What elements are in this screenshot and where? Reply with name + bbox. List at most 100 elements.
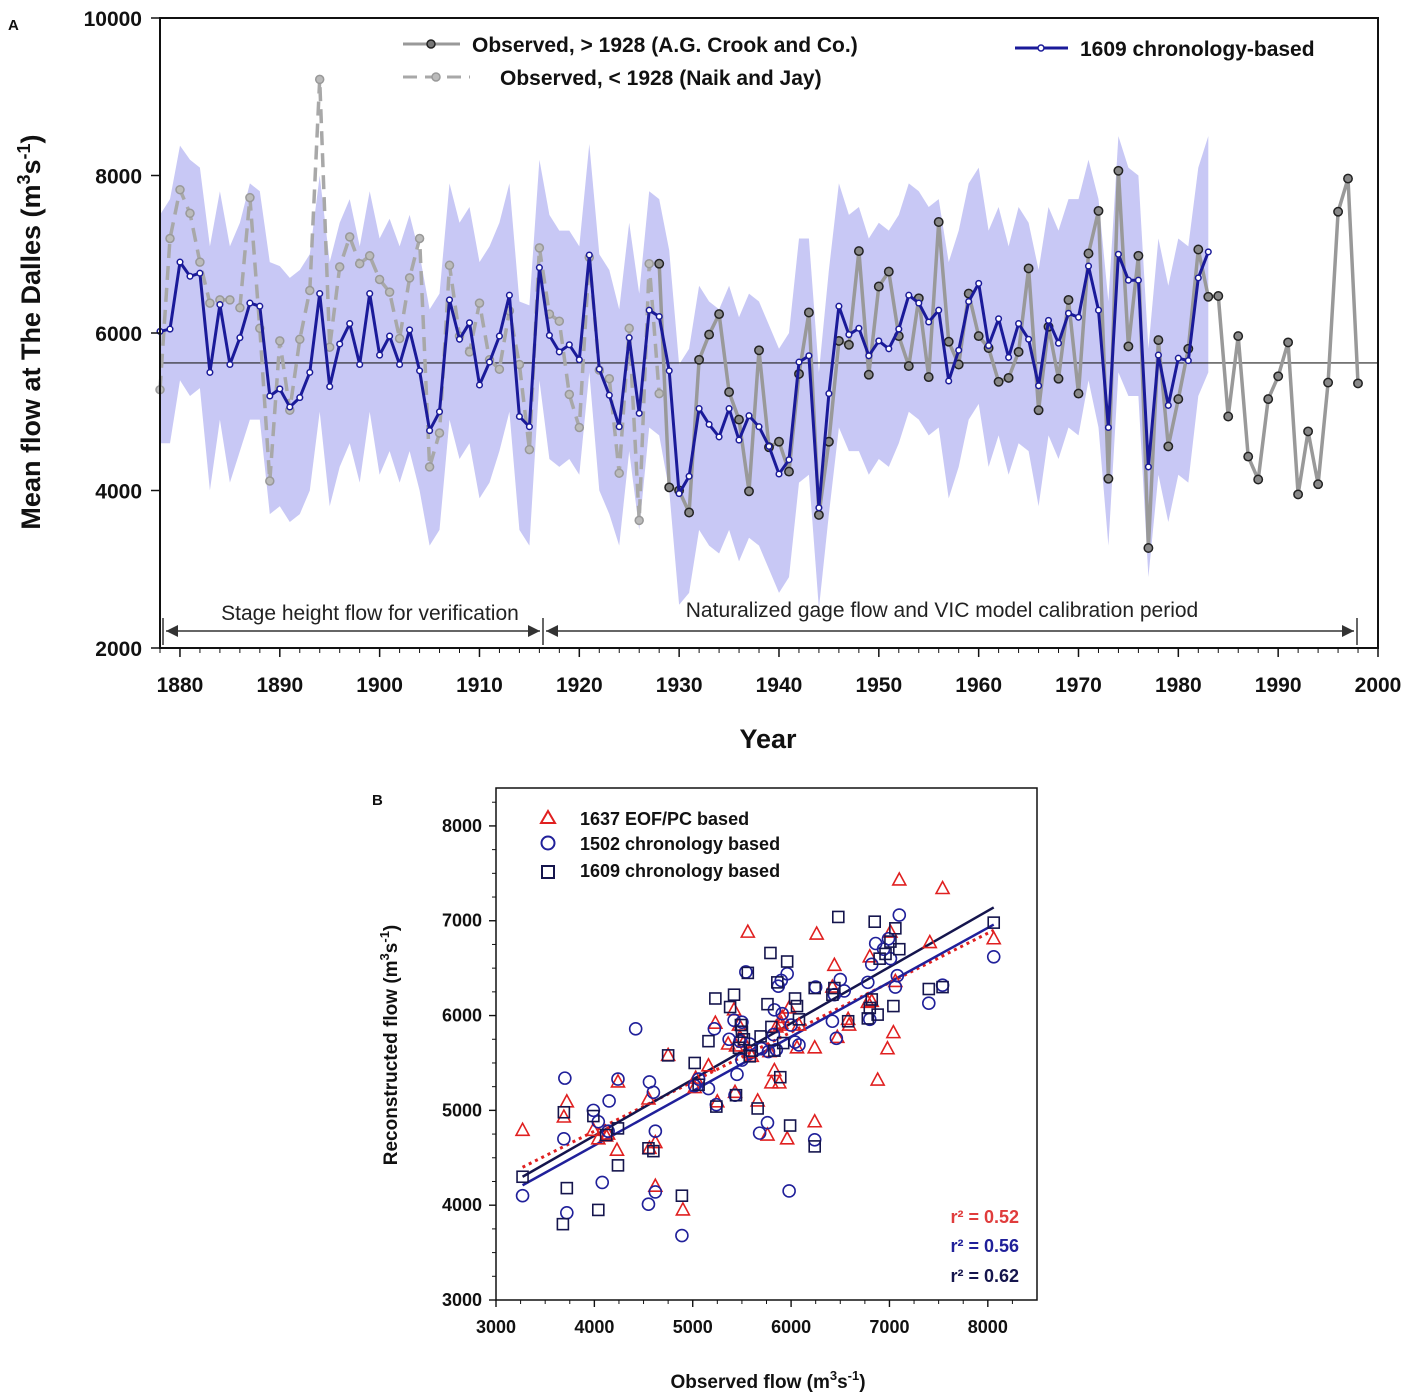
observed-post-1928-point bbox=[1133, 250, 1144, 261]
circle-point bbox=[733, 1034, 747, 1048]
recon-1609-point bbox=[376, 351, 384, 359]
triangle-point bbox=[675, 1201, 691, 1216]
circle-point bbox=[881, 931, 896, 946]
observed-post-1928-point bbox=[754, 345, 764, 356]
recon-1609-point bbox=[406, 326, 414, 334]
recon-1609-point bbox=[1204, 248, 1212, 256]
triangle-point bbox=[882, 923, 899, 938]
observed-post-1928-point bbox=[1013, 346, 1024, 357]
observed-pre-1928-point bbox=[364, 251, 375, 261]
recon-1609-point bbox=[426, 427, 434, 435]
observed-pre-1928-point bbox=[334, 262, 345, 272]
x-axis-ticks-b: 3000 4000 5000 6000 7000 8000 bbox=[476, 1300, 1013, 1337]
triangle-point bbox=[514, 1121, 531, 1137]
triangle-point bbox=[806, 1039, 823, 1054]
circle-point bbox=[557, 1132, 571, 1146]
triangle-point bbox=[779, 1130, 795, 1145]
circle-point bbox=[782, 1184, 796, 1198]
recon-1609-point bbox=[995, 315, 1003, 323]
observed-post-1928-point bbox=[1263, 394, 1274, 405]
observed-post-1928-point bbox=[1153, 335, 1164, 346]
observed-post-1928-point bbox=[1053, 373, 1064, 384]
scatter-points bbox=[514, 871, 1002, 1243]
circle-point bbox=[730, 1067, 744, 1082]
observed-post-1928-point bbox=[1003, 372, 1014, 383]
x-axis-label-b: Observed flow (m3s-1) bbox=[670, 1368, 865, 1393]
circle-point bbox=[628, 1022, 643, 1036]
recon-1609-point bbox=[336, 340, 344, 348]
x-tick-label-b: 4000 bbox=[574, 1317, 614, 1337]
circle-point bbox=[675, 1228, 689, 1243]
y-tick-label-b: 6000 bbox=[442, 1006, 482, 1026]
legend-item-1609: 1609 chronology based bbox=[541, 861, 780, 881]
recon-1609-point bbox=[575, 356, 583, 364]
circle-point bbox=[754, 1041, 769, 1056]
observed-pre-1928-point bbox=[524, 444, 535, 455]
square-point bbox=[647, 1144, 660, 1158]
observed-post-1928-point bbox=[1063, 294, 1074, 305]
x-tick-label-b: 7000 bbox=[869, 1317, 909, 1337]
circle-point bbox=[648, 1185, 663, 1199]
observed-pre-1928-point bbox=[424, 462, 435, 472]
square-point bbox=[692, 1078, 705, 1092]
triangle-point bbox=[859, 993, 876, 1009]
recon-1609-point bbox=[635, 409, 643, 417]
square-point bbox=[808, 981, 821, 995]
recon-1609-point bbox=[955, 346, 963, 354]
x-tick-label: 1890 bbox=[256, 674, 303, 697]
square-point bbox=[599, 1128, 613, 1142]
y-tick-label-b: 7000 bbox=[442, 911, 482, 931]
circle-point bbox=[601, 1124, 615, 1139]
triangle-point bbox=[771, 1074, 788, 1089]
recon-1609-point bbox=[645, 306, 653, 314]
square-point bbox=[788, 992, 802, 1005]
observed-post-1928-point bbox=[704, 329, 715, 340]
circle-point bbox=[558, 1071, 572, 1085]
recon-1609-point bbox=[1174, 354, 1182, 362]
uncertainty-band bbox=[160, 136, 1209, 609]
square-point bbox=[560, 1181, 574, 1195]
observed-pre-1928-point bbox=[374, 274, 385, 285]
observed-post-1928-point bbox=[664, 482, 675, 493]
observed-post-1928-point bbox=[1273, 371, 1284, 382]
observed-post-1928-point bbox=[714, 309, 725, 320]
square-point bbox=[661, 1049, 675, 1062]
square-point bbox=[828, 981, 841, 995]
recon-1609-point bbox=[895, 325, 903, 333]
observed-pre-1928-point bbox=[205, 298, 215, 308]
recon-1609-point bbox=[555, 348, 563, 356]
observed-pre-1928-point bbox=[185, 208, 195, 219]
circle-point bbox=[775, 1006, 790, 1021]
square-point bbox=[556, 1217, 570, 1231]
observed-pre-1928-point bbox=[534, 243, 545, 253]
recon-1609-point bbox=[535, 264, 543, 272]
recon-1609-point bbox=[625, 334, 633, 342]
observed-pre-1928-point bbox=[344, 232, 355, 242]
recon-1609-point bbox=[366, 290, 374, 298]
triangle-point bbox=[707, 1014, 724, 1029]
x-tick-label-b: 5000 bbox=[673, 1317, 713, 1337]
observed-post-1928-point bbox=[993, 376, 1004, 387]
observed-pre-1928-point bbox=[574, 422, 585, 433]
recon-1609-point bbox=[356, 360, 364, 369]
recon-1609-point bbox=[825, 390, 833, 398]
recon-1609-point bbox=[286, 403, 294, 411]
triangle-point bbox=[891, 871, 908, 886]
recon-1609-point bbox=[525, 423, 533, 431]
triangle-point bbox=[791, 1016, 807, 1031]
observed-post-1928-point bbox=[1303, 426, 1314, 437]
square-point bbox=[792, 1013, 806, 1026]
recon-1609-point bbox=[1035, 382, 1043, 390]
square-point bbox=[871, 1008, 884, 1021]
square-point bbox=[734, 1018, 748, 1032]
observed-post-1928-point bbox=[943, 336, 954, 347]
recon-1609-point bbox=[505, 291, 513, 299]
square-point bbox=[765, 1020, 778, 1034]
legend-b: 1637 EOF/PC based 1502 chronology based … bbox=[539, 809, 780, 881]
triangle-point bbox=[749, 1092, 766, 1107]
points-square bbox=[516, 910, 1001, 1231]
recon-1609-point bbox=[266, 392, 274, 400]
circle-point bbox=[735, 1053, 749, 1067]
x-tick-label: 1880 bbox=[157, 674, 204, 697]
square-point bbox=[865, 993, 879, 1006]
